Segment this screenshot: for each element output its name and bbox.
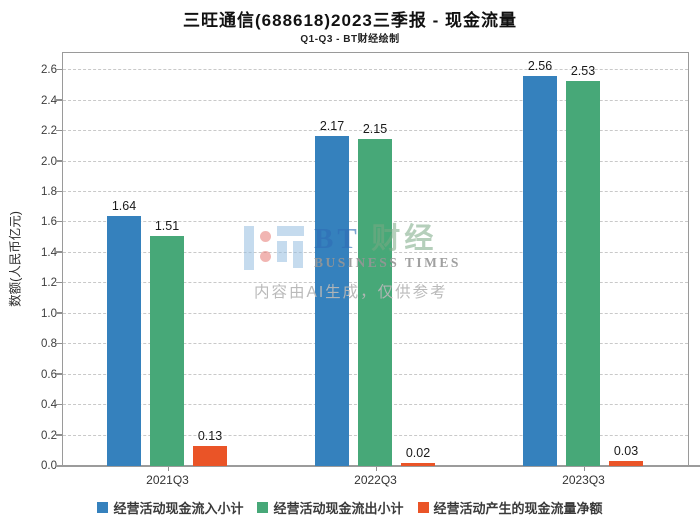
x-tick-mark xyxy=(167,467,169,471)
gridline xyxy=(63,130,688,132)
chart-title: 三旺通信(688618)2023三季报 - 现金流量 xyxy=(183,11,517,30)
bar-value-label: 2.53 xyxy=(570,63,596,78)
bar-wrap: 2.17 xyxy=(315,119,349,466)
x-tick-mark xyxy=(375,467,377,471)
bar-value-label: 1.51 xyxy=(154,219,180,234)
legend-swatch xyxy=(257,502,269,513)
bar-group: 1.64 1.51 0.13 xyxy=(107,199,227,466)
bar-wrap: 2.53 xyxy=(566,64,600,466)
y-tick-mark xyxy=(56,373,62,375)
bar-wrap: 0.02 xyxy=(401,446,435,466)
legend-label: 经营活动产生的现金流量净额 xyxy=(433,501,603,516)
bar xyxy=(358,138,392,466)
bar-wrap: 1.51 xyxy=(150,219,184,466)
y-tick-label: 1.6 xyxy=(41,216,57,229)
y-tick-mark xyxy=(56,342,62,345)
bar-value-label: 2.15 xyxy=(362,121,388,136)
y-tick-mark xyxy=(56,312,62,314)
bar-value-label: 0.13 xyxy=(197,429,223,444)
x-axis-line xyxy=(56,465,700,467)
y-tick-label: 2.6 xyxy=(41,64,57,77)
bar xyxy=(566,80,600,466)
y-tick-label: 0.4 xyxy=(41,399,57,412)
x-tick-mark xyxy=(583,467,585,471)
y-tick-mark xyxy=(56,251,62,253)
legend-item: 经营活动现金流出小计 xyxy=(257,498,404,517)
bar xyxy=(315,135,349,466)
bar-wrap: 0.03 xyxy=(609,444,643,466)
bar xyxy=(523,76,557,466)
x-tick-label: 2023Q3 xyxy=(562,473,605,487)
plot-area: 0.0 0.2 0.4 0.6 0.8 1.0 1.2 1.4 1.6 1.8 2.0 2.2 2.4 2… xyxy=(41,52,689,472)
y-tick-label: 2.4 xyxy=(41,94,57,107)
bar-group: 2.17 2.15 0.02 xyxy=(315,119,435,466)
y-tick-label: 1.0 xyxy=(41,307,57,320)
bar-value-label: 0.03 xyxy=(613,444,639,459)
legend-item: 经营活动现金流入小计 xyxy=(97,498,243,517)
gridline xyxy=(63,99,688,101)
y-tick-mark xyxy=(56,99,62,101)
bar-value-label: 2.17 xyxy=(319,118,345,133)
bar xyxy=(401,462,435,466)
y-tick-label: 0.2 xyxy=(41,429,57,442)
bar xyxy=(107,216,141,466)
y-tick-mark xyxy=(56,220,62,223)
legend-label: 经营活动现金流入小计 xyxy=(113,501,244,516)
y-tick-mark xyxy=(56,281,62,284)
y-tick-label: 0.6 xyxy=(41,368,57,381)
y-tick-mark xyxy=(56,434,62,436)
bar-wrap: 1.64 xyxy=(107,199,141,466)
legend-swatch xyxy=(97,502,109,513)
legend-swatch xyxy=(417,502,429,513)
y-tick-label: 1.2 xyxy=(41,277,57,290)
legend-item: 经营活动产生的现金流量净额 xyxy=(417,498,603,517)
bar-value-label: 1.64 xyxy=(111,199,137,214)
bar-wrap: 0.13 xyxy=(193,429,227,466)
bar-value-label: 2.56 xyxy=(527,59,553,74)
bar-value-label: 0.02 xyxy=(405,445,431,460)
bar xyxy=(193,446,227,466)
y-tick-label: 2.2 xyxy=(41,125,57,138)
bar-group: 2.56 2.53 0.03 xyxy=(523,59,643,466)
y-tick-label: 0.8 xyxy=(41,338,57,351)
gridline xyxy=(63,69,688,71)
y-tick-mark xyxy=(56,190,62,192)
x-tick-label: 2022Q3 xyxy=(354,473,397,487)
y-tick-mark xyxy=(56,160,62,162)
y-tick-mark xyxy=(56,403,62,406)
y-tick-label: 1.8 xyxy=(41,186,57,198)
y-tick-label: 1.4 xyxy=(41,246,57,259)
legend: 经营活动现金流入小计 经营活动现金流出小计 经营活动产生的现金流量净额 xyxy=(0,498,700,517)
y-tick-label: 2.0 xyxy=(41,155,57,168)
bar-wrap: 2.56 xyxy=(523,59,557,466)
chart-subtitle: Q1-Q3 - BT财经绘制 xyxy=(300,34,400,45)
bar-wrap: 2.15 xyxy=(358,122,392,466)
y-tick-mark xyxy=(56,68,62,71)
y-tick-label: 0.0 xyxy=(41,460,57,472)
y-tick-mark xyxy=(56,129,62,132)
bar xyxy=(609,461,643,466)
bar xyxy=(150,236,184,466)
x-tick-label: 2021Q3 xyxy=(146,473,189,487)
legend-label: 经营活动现金流出小计 xyxy=(273,501,404,516)
